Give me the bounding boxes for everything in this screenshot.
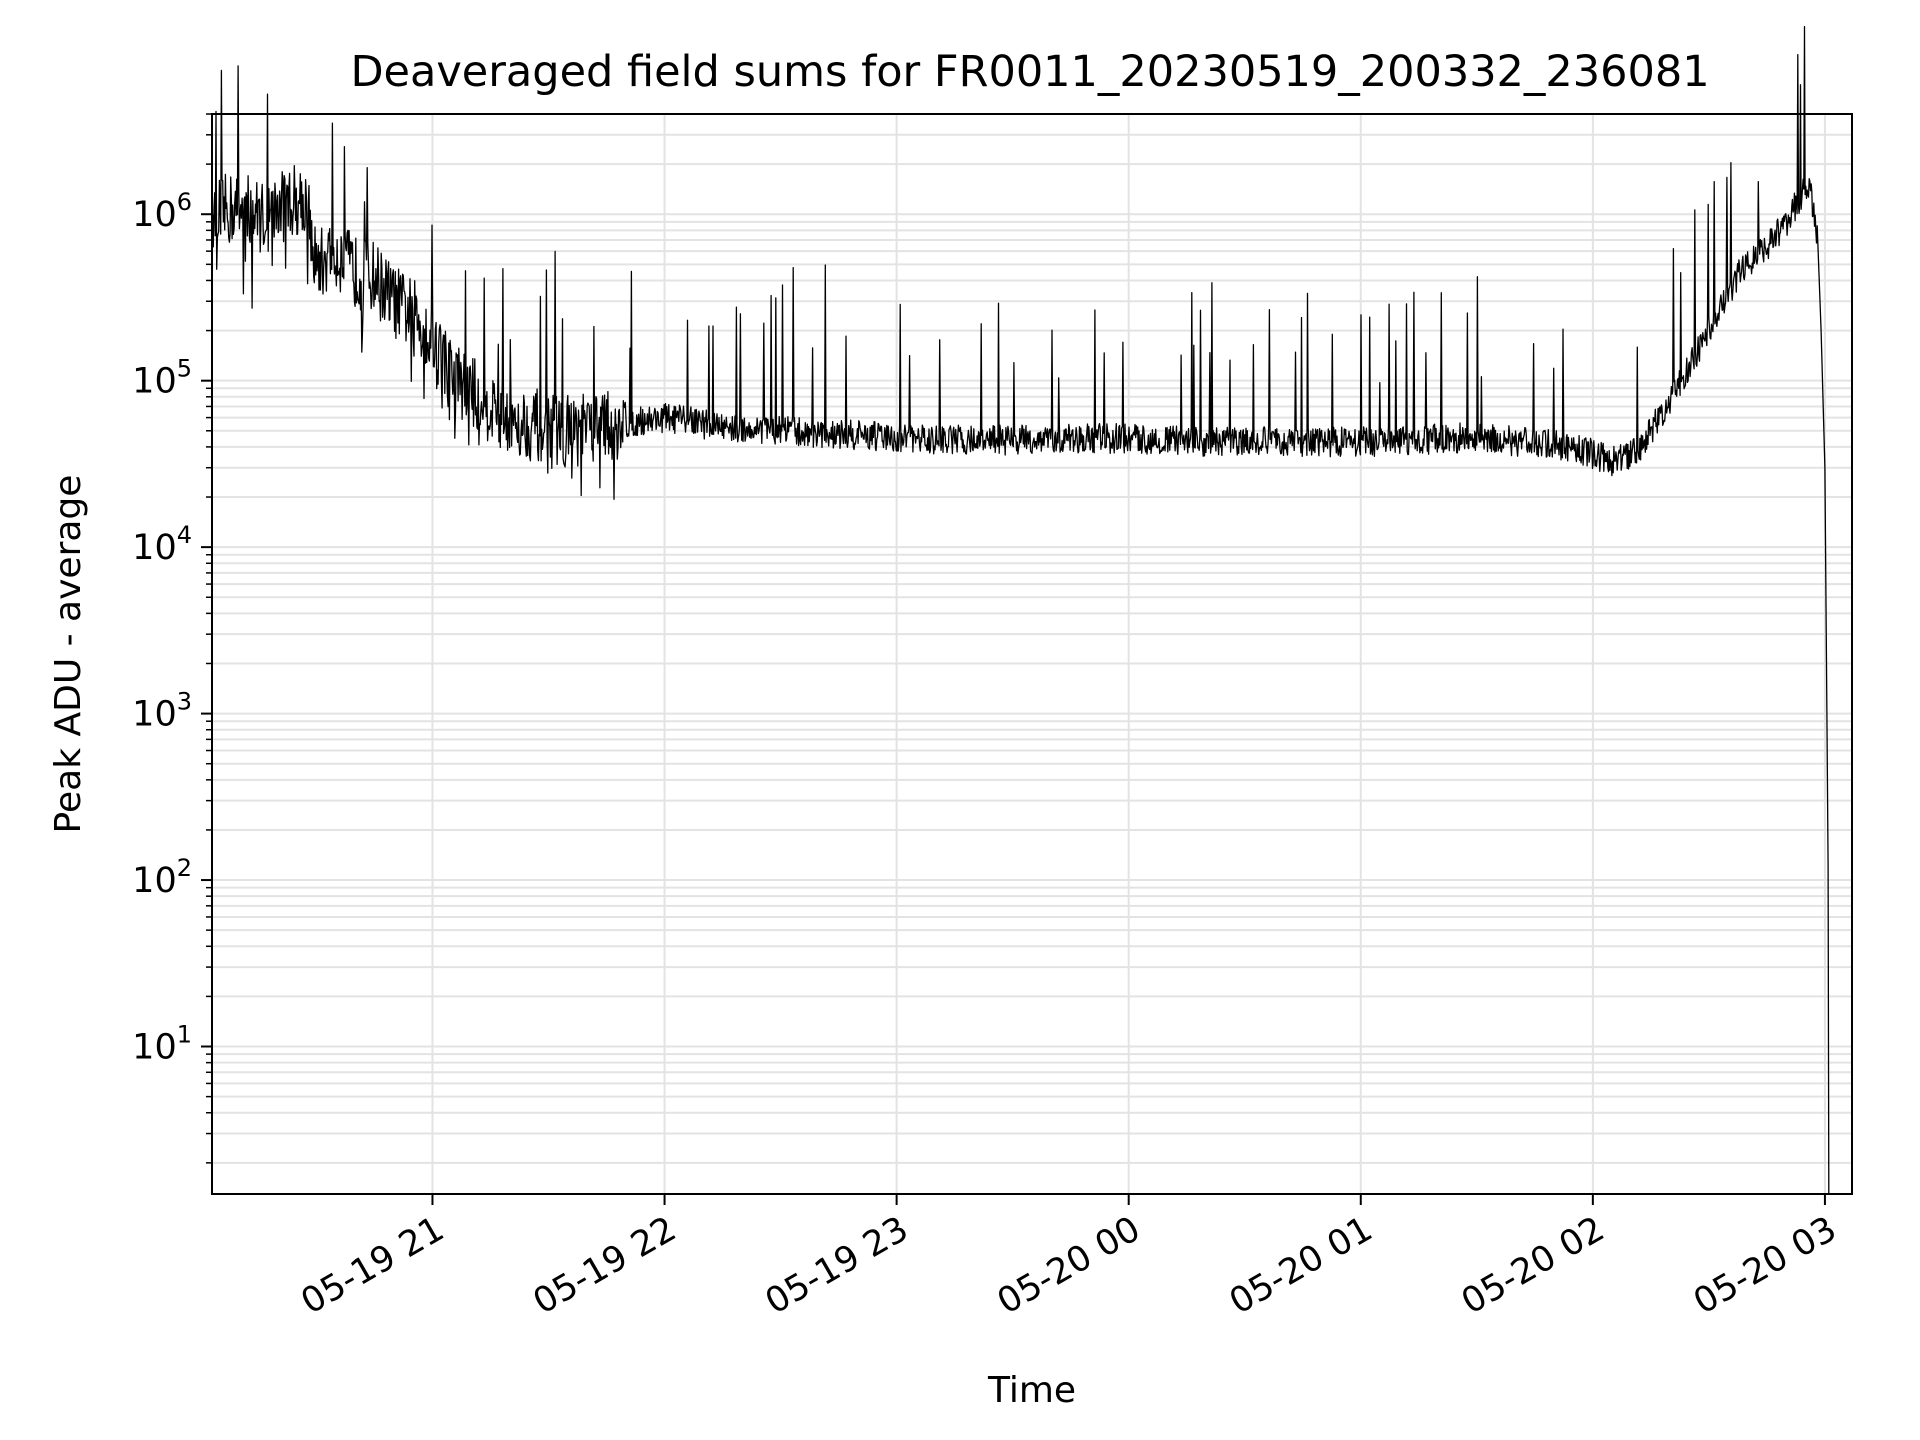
y-tick-label: 101 xyxy=(132,1021,192,1068)
series-layer xyxy=(211,25,1830,1195)
y-tick-exponent: 5 xyxy=(177,355,192,383)
y-tick-label: 106 xyxy=(132,188,192,235)
y-tick-exponent: 2 xyxy=(177,854,192,882)
y-tick-label: 104 xyxy=(132,521,192,568)
y-tick-base: 10 xyxy=(132,528,177,568)
y-tick-exponent: 4 xyxy=(177,521,192,549)
y-tick-base: 10 xyxy=(132,362,177,402)
y-tick-base: 10 xyxy=(132,195,177,235)
y-axis-label: Peak ADU - average xyxy=(48,475,89,834)
y-tick-base: 10 xyxy=(132,1028,177,1068)
y-tick-label: 103 xyxy=(132,688,192,735)
chart-title: Deaveraged field sums for FR0011_2023051… xyxy=(350,47,1709,97)
plot-frame xyxy=(211,113,1853,1195)
y-tick-base: 10 xyxy=(132,861,177,901)
x-axis-label: Time xyxy=(987,1370,1076,1411)
y-tick-base: 10 xyxy=(132,695,177,735)
y-tick-exponent: 6 xyxy=(177,188,192,216)
series-line xyxy=(211,25,1830,1195)
y-tick-exponent: 3 xyxy=(177,688,192,716)
y-tick-exponent: 1 xyxy=(177,1021,192,1049)
y-tick-label: 102 xyxy=(132,854,192,901)
y-tick-label: 105 xyxy=(132,355,192,402)
